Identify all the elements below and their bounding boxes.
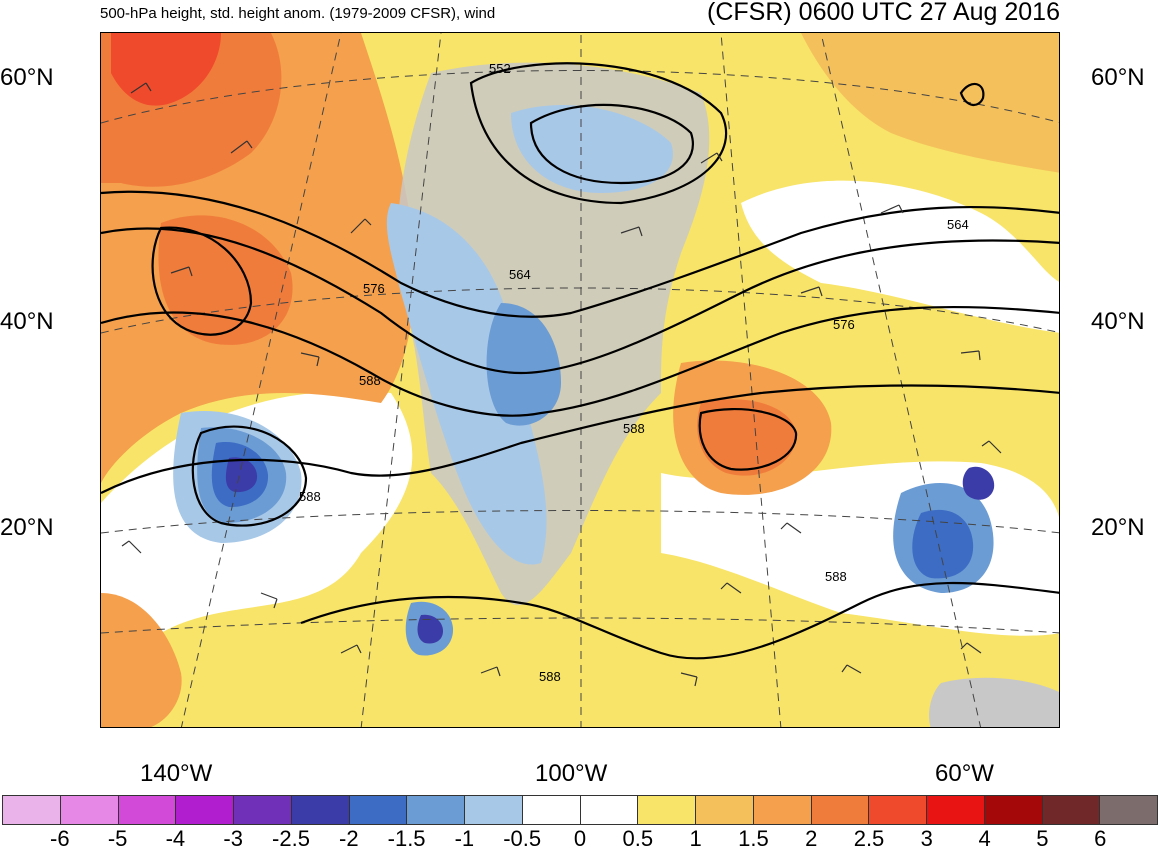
lon-label: 60°W [935,760,994,787]
colorbar-label: 1.5 [738,826,769,851]
colorbar-label: 2.5 [853,826,885,851]
colorbar-swatch [522,796,581,824]
contour-label: 564 [509,267,531,282]
colorbar-swatch [638,796,696,824]
contour-label: 576 [833,317,855,332]
colorbar-label: 1 [689,826,702,851]
anomaly-shading [101,33,1059,727]
colorbar-swatch [465,796,523,824]
colorbar-swatch [927,796,985,824]
colorbar-swatch [118,796,177,824]
colorbar-label: -5 [107,826,128,851]
colorbar-swatch [1042,796,1101,824]
colorbar-swatch [60,796,119,824]
colorbar-label: 6 [1094,826,1107,851]
colorbar-label: 5 [1036,826,1049,851]
colorbar-label: 3 [920,826,933,851]
colorbar-swatch [753,796,812,824]
lat-label-right: 40°N [1091,308,1145,335]
contour-label: 552 [489,61,511,76]
colorbar-label: 0 [573,826,587,851]
contour-label: 588 [359,373,381,388]
colorbar-label: -2.5 [272,826,310,851]
colorbar-label: -0.5 [503,826,542,851]
map-title: 500-hPa height, std. height anom. (1979-… [100,5,496,22]
colorbar-label: -1.5 [387,826,426,851]
colorbar-swatch [869,796,927,824]
colorbar-swatch [234,796,292,824]
colorbar [2,795,1158,825]
lat-label-left: 40°N [0,308,54,335]
colorbar-label: 4 [978,826,991,851]
colorbar-swatch [349,796,408,824]
colorbar-label: -4 [165,826,186,851]
contour-label: 588 [539,669,561,684]
graticule [101,33,1059,727]
contour-label: 564 [947,217,969,232]
colorbar-swatch [580,796,639,824]
colorbar-swatch [696,796,754,824]
colorbar-swatch [984,796,1043,824]
colorbar-swatch [407,796,465,824]
map-panel[interactable]: 552 564 576 588 588 588 588 564 576 588 [100,32,1060,728]
height-contours [101,62,1059,660]
lon-label: 140°W [140,760,213,787]
colorbar-label: 2 [805,826,818,851]
wind-barbs [121,82,1002,687]
colorbar-swatch [1100,796,1157,824]
contour-label: 588 [623,421,645,436]
colorbar-label: -6 [50,826,70,851]
lat-label-left: 60°N [0,64,54,91]
colorbar-swatch [811,796,870,824]
lat-label-right: 20°N [1091,514,1145,541]
colorbar-label: -3 [223,826,243,851]
colorbar-swatch [3,796,61,824]
colorbar-swatch [176,796,234,824]
contour-label: 588 [825,569,847,584]
colorbar-label: -1 [454,826,475,851]
contour-labels: 552 564 576 588 588 588 588 564 576 588 [299,61,969,684]
colorbar-label: -2 [339,826,359,851]
lon-label: 100°W [535,760,608,787]
contour-label: 576 [363,281,385,296]
contour-label: 588 [299,489,321,504]
colorbar-swatch [291,796,350,824]
colorbar-label: 0.5 [622,826,654,851]
map-canvas: 552 564 576 588 588 588 588 564 576 588 [101,33,1059,727]
lat-label-right: 60°N [1091,64,1145,91]
lat-label-left: 20°N [0,514,54,541]
map-date-title: (CFSR) 0600 UTC 27 Aug 2016 [707,0,1060,26]
